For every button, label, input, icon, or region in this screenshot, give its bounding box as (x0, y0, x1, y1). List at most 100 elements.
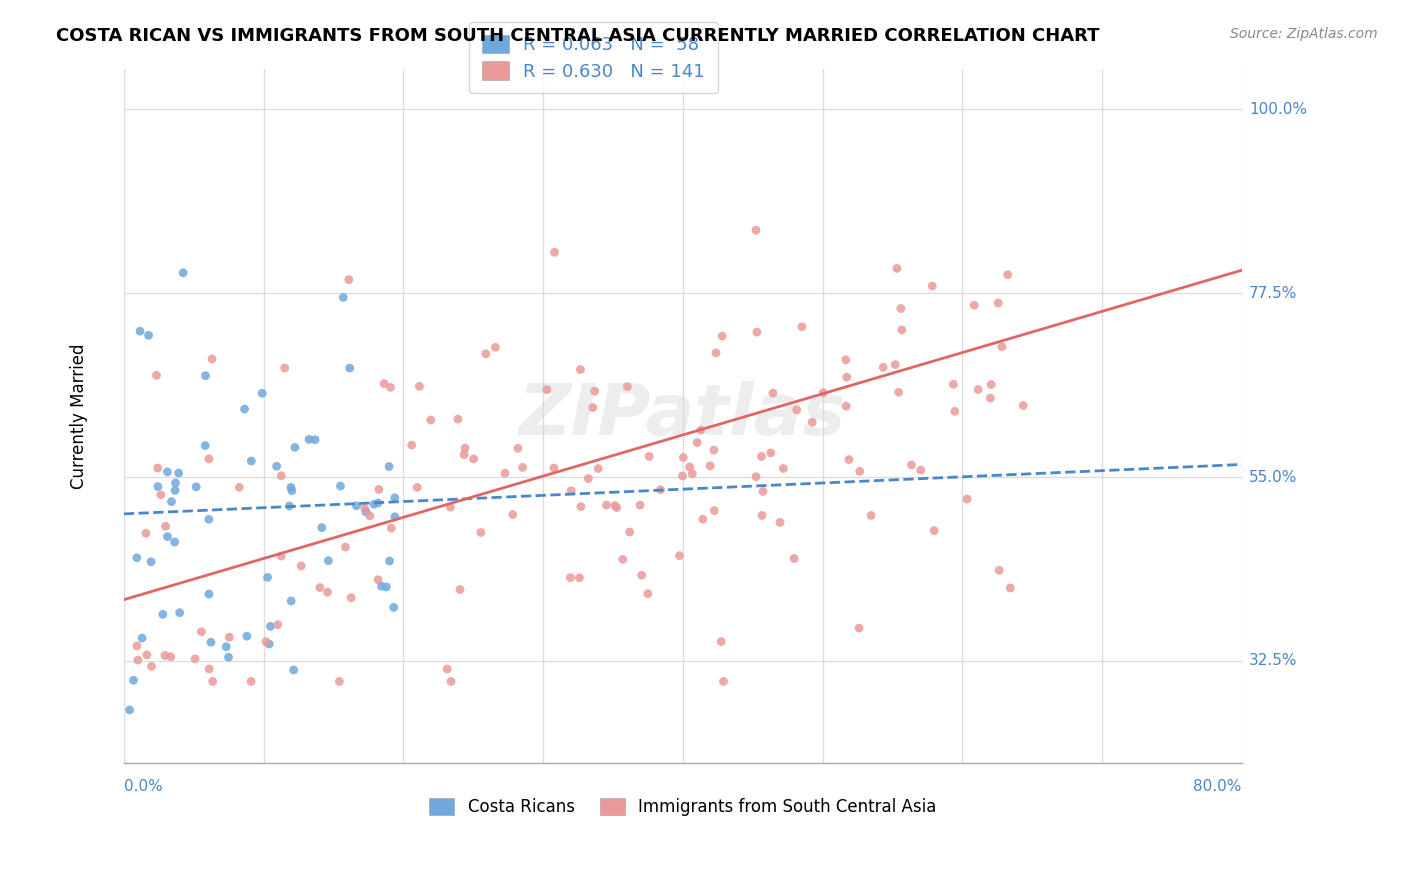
Point (543, 461, 565, 475)
Point (980, 377, 1002, 392)
Point (835, 352, 858, 367)
Point (686, 435, 709, 450)
Point (129, 324, 152, 338)
Point (835, 370, 858, 384)
Point (494, 466, 516, 480)
Point (290, 558, 312, 573)
Point (887, 385, 910, 400)
Point (118, 703, 141, 717)
Point (576, 472, 599, 486)
Point (759, 446, 782, 460)
Text: 0.0%: 0.0% (124, 780, 163, 795)
Point (373, 376, 395, 391)
Point (922, 524, 945, 538)
Point (146, 461, 169, 475)
Point (146, 479, 169, 493)
Point (745, 223, 768, 237)
Point (236, 629, 259, 643)
Point (309, 581, 332, 595)
Point (378, 459, 401, 474)
Point (606, 500, 628, 515)
Point (447, 412, 470, 426)
Point (772, 461, 794, 475)
Point (569, 362, 592, 376)
Point (872, 360, 894, 375)
Point (710, 634, 733, 648)
Point (703, 503, 725, 517)
Point (240, 674, 263, 689)
Point (689, 423, 711, 437)
Point (595, 498, 617, 512)
Point (637, 587, 659, 601)
Point (786, 403, 808, 417)
Point (769, 516, 792, 530)
Point (910, 463, 932, 477)
Point (172, 266, 194, 280)
Point (218, 650, 240, 665)
Point (439, 500, 461, 515)
Point (165, 483, 187, 498)
Point (131, 631, 153, 645)
Point (703, 443, 725, 458)
Point (713, 674, 735, 689)
Point (200, 635, 222, 649)
Point (586, 461, 609, 475)
Text: Source: ZipAtlas.com: Source: ZipAtlas.com (1230, 27, 1378, 41)
Point (436, 662, 458, 676)
Point (454, 441, 477, 455)
Point (967, 383, 990, 397)
Point (536, 383, 558, 397)
Point (1000, 581, 1022, 595)
Point (987, 296, 1010, 310)
Point (603, 499, 626, 513)
Point (886, 261, 908, 276)
Point (801, 415, 824, 429)
Legend: Costa Ricans, Immigrants from South Central Asia: Costa Ricans, Immigrants from South Cent… (420, 789, 945, 824)
Point (159, 649, 181, 664)
Point (125, 550, 148, 565)
Point (668, 549, 690, 563)
Point (194, 438, 217, 452)
Point (751, 450, 773, 464)
Point (149, 488, 172, 502)
Point (512, 460, 534, 475)
Text: COSTA RICAN VS IMMIGRANTS FROM SOUTH CENTRAL ASIA CURRENTLY MARRIED CORRELATION : COSTA RICAN VS IMMIGRANTS FROM SOUTH CEN… (56, 27, 1099, 45)
Point (560, 483, 582, 498)
Point (215, 640, 238, 654)
Point (280, 480, 302, 494)
Text: 100.0%: 100.0% (1249, 102, 1306, 117)
Point (762, 386, 785, 401)
Point (380, 521, 402, 535)
Point (956, 491, 979, 506)
Point (650, 483, 672, 497)
Point (619, 524, 641, 539)
Point (408, 379, 430, 393)
Point (568, 571, 591, 585)
Point (194, 368, 217, 383)
Point (991, 340, 1014, 354)
Point (616, 379, 638, 393)
Point (156, 530, 179, 544)
Point (339, 361, 361, 376)
Point (298, 433, 321, 447)
Point (860, 508, 883, 523)
Text: Currently Married: Currently Married (70, 343, 89, 489)
Point (543, 245, 565, 260)
Point (270, 468, 292, 483)
Point (335, 540, 357, 554)
Point (233, 402, 256, 417)
Point (943, 404, 966, 418)
Point (152, 607, 174, 622)
Point (711, 329, 734, 343)
Point (560, 571, 582, 585)
Point (139, 555, 162, 569)
Point (363, 497, 385, 511)
Point (135, 648, 157, 662)
Point (384, 509, 406, 524)
Point (367, 496, 389, 510)
Point (752, 484, 775, 499)
Point (169, 606, 191, 620)
Point (419, 413, 441, 427)
Point (745, 469, 768, 483)
Point (145, 368, 167, 383)
